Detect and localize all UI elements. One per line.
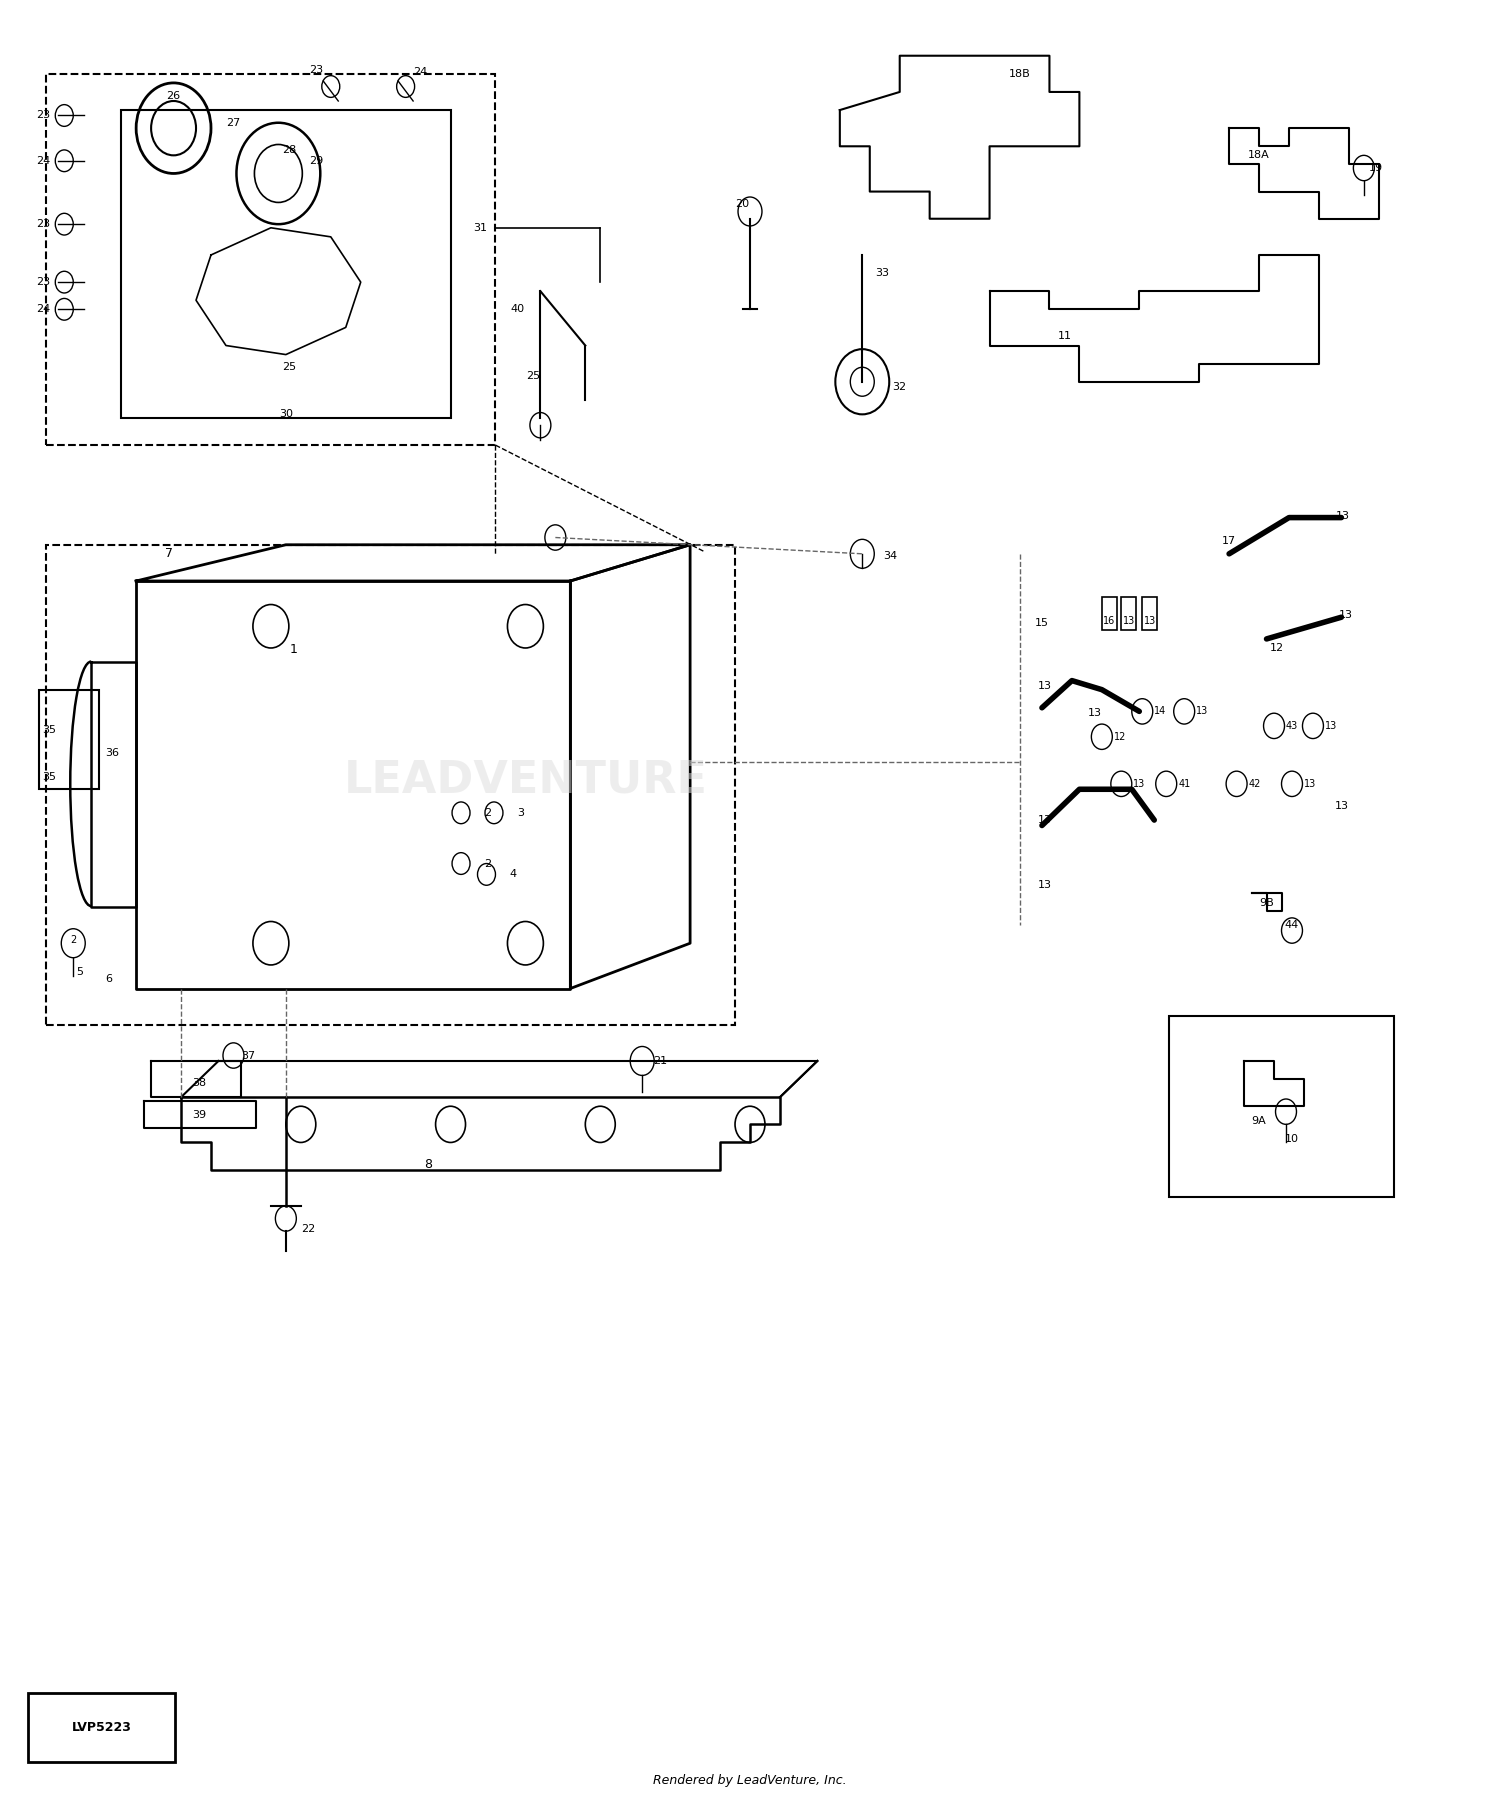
Text: 39: 39 — [192, 1110, 206, 1121]
Text: 26: 26 — [166, 91, 180, 100]
Text: 13: 13 — [1336, 512, 1350, 521]
Text: 36: 36 — [105, 747, 118, 758]
Text: 23: 23 — [36, 111, 51, 120]
Text: 7: 7 — [165, 548, 172, 561]
Text: 23: 23 — [36, 219, 51, 229]
Bar — [46, 544, 735, 1025]
Bar — [46, 74, 495, 444]
Text: 13: 13 — [1335, 800, 1348, 811]
Text: 16: 16 — [1102, 615, 1116, 626]
Text: 20: 20 — [735, 200, 750, 209]
Text: 19: 19 — [1370, 163, 1383, 172]
Text: 13: 13 — [1324, 720, 1336, 731]
Text: 10: 10 — [1286, 1134, 1299, 1145]
Text: 25: 25 — [282, 363, 296, 372]
Text: 13: 13 — [1038, 680, 1052, 691]
Text: 2: 2 — [484, 858, 492, 869]
Text: 13: 13 — [1196, 706, 1209, 717]
Text: 13: 13 — [1038, 880, 1052, 891]
Text: 12: 12 — [1113, 731, 1126, 742]
Bar — [1143, 597, 1156, 629]
Text: 13: 13 — [1088, 707, 1101, 718]
Text: 11: 11 — [1058, 332, 1071, 341]
Text: 9B: 9B — [1258, 898, 1274, 909]
Text: 27: 27 — [226, 118, 240, 127]
Text: 14: 14 — [1154, 706, 1167, 717]
Bar — [28, 1692, 176, 1761]
Text: 40: 40 — [512, 305, 525, 314]
Text: 35: 35 — [42, 771, 57, 782]
Text: 8: 8 — [424, 1157, 432, 1170]
Text: 24: 24 — [414, 67, 428, 76]
Text: 2: 2 — [484, 807, 492, 818]
Text: 43: 43 — [1286, 720, 1298, 731]
Text: 21: 21 — [652, 1056, 668, 1067]
Bar — [1122, 597, 1137, 629]
Text: 13: 13 — [1038, 814, 1052, 825]
Text: 29: 29 — [309, 156, 322, 165]
Text: 44: 44 — [1286, 920, 1299, 931]
Text: 13: 13 — [1340, 610, 1353, 620]
Text: 12: 12 — [1270, 642, 1284, 653]
Text: 33: 33 — [874, 268, 890, 278]
Text: 3: 3 — [518, 807, 525, 818]
Text: 28: 28 — [282, 145, 296, 154]
Text: 5: 5 — [75, 967, 82, 978]
Text: 13: 13 — [1132, 778, 1146, 789]
Text: 42: 42 — [1248, 778, 1262, 789]
Text: 37: 37 — [242, 1050, 255, 1061]
Text: 13: 13 — [1304, 778, 1316, 789]
Text: 23: 23 — [309, 65, 322, 74]
Text: 22: 22 — [302, 1224, 315, 1234]
Text: 38: 38 — [192, 1078, 206, 1088]
Text: 13: 13 — [1143, 615, 1156, 626]
Text: 15: 15 — [1035, 617, 1048, 628]
Text: 34: 34 — [884, 551, 898, 561]
Bar — [1168, 1016, 1394, 1197]
Text: 18B: 18B — [1008, 69, 1031, 78]
Text: 31: 31 — [474, 223, 488, 232]
Text: 6: 6 — [105, 974, 112, 985]
Text: 23: 23 — [36, 278, 51, 287]
Bar — [39, 689, 99, 789]
Text: 2: 2 — [70, 934, 76, 945]
Text: 35: 35 — [42, 724, 57, 735]
Text: 17: 17 — [1222, 537, 1236, 546]
Text: Rendered by LeadVenture, Inc.: Rendered by LeadVenture, Inc. — [652, 1774, 847, 1787]
Text: 32: 32 — [892, 383, 908, 392]
Text: 13: 13 — [1122, 615, 1136, 626]
Bar — [122, 111, 450, 417]
Text: 24: 24 — [36, 156, 51, 165]
Bar — [1102, 597, 1118, 629]
Text: 4: 4 — [510, 869, 518, 880]
Text: LVP5223: LVP5223 — [72, 1721, 132, 1734]
Text: 25: 25 — [526, 372, 540, 381]
Text: 1: 1 — [290, 644, 297, 657]
Text: 41: 41 — [1178, 778, 1191, 789]
Text: LEADVENTURE: LEADVENTURE — [344, 758, 708, 802]
Text: 30: 30 — [279, 410, 292, 419]
Text: 18A: 18A — [1248, 151, 1270, 160]
Text: 24: 24 — [36, 305, 51, 314]
Text: 9A: 9A — [1251, 1116, 1266, 1126]
